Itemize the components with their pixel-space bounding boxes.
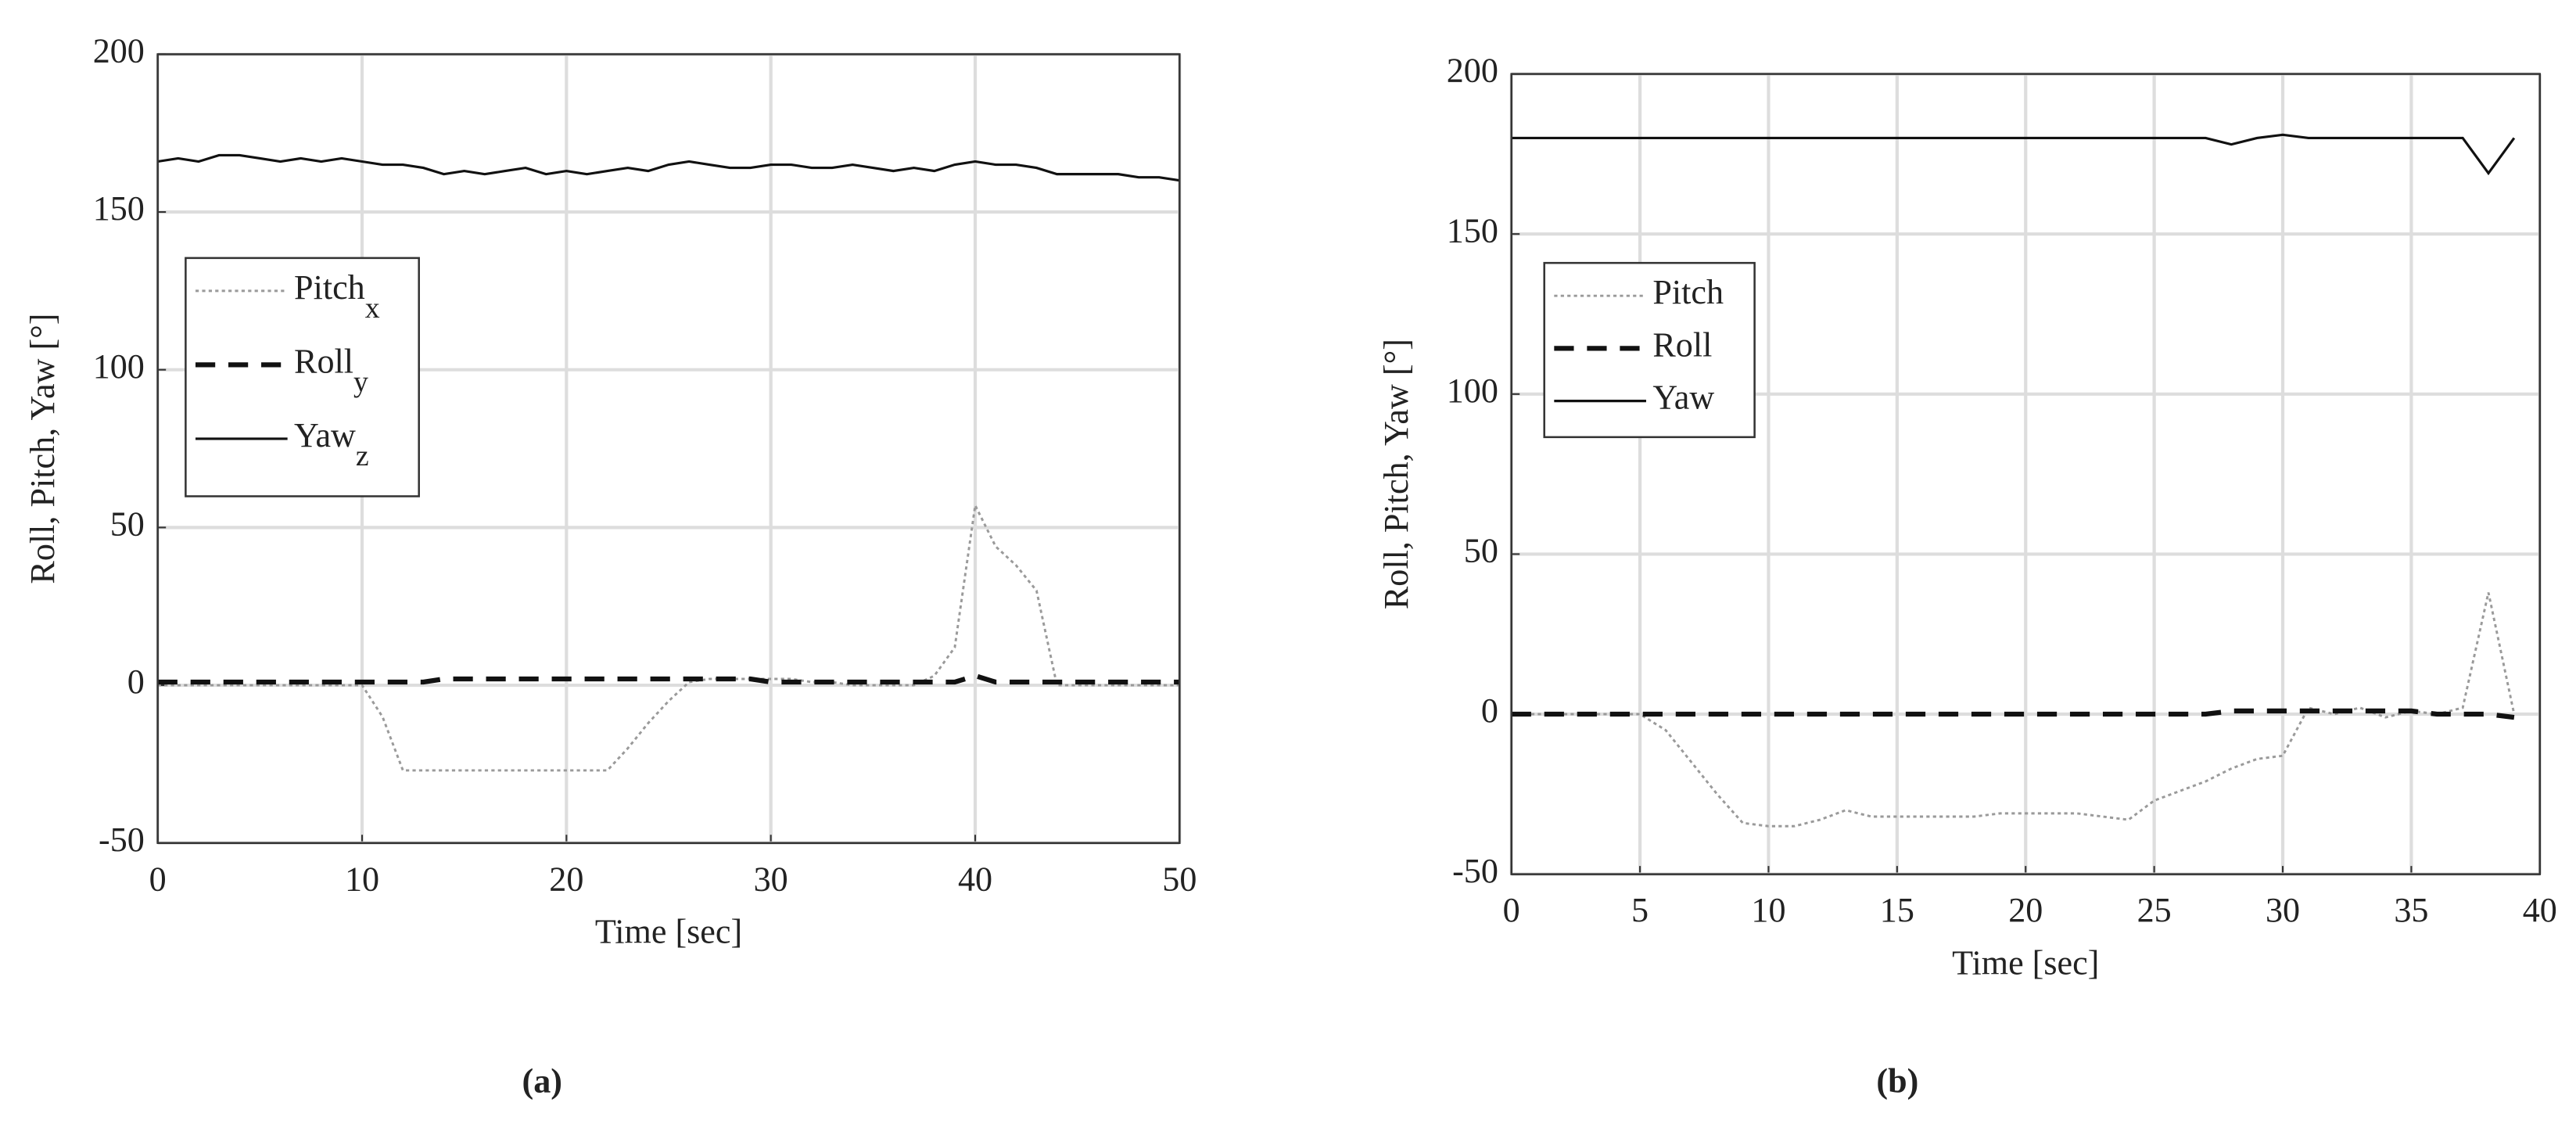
x-tick-label: 20 [549,860,583,898]
legend-label: Roll [1652,326,1712,364]
y-tick-label: 0 [127,663,145,701]
x-tick-label: 35 [2394,891,2428,929]
legend-label: Pitch [1652,273,1724,311]
y-tick-label: -50 [99,821,145,859]
x-tick-label: 20 [2008,891,2043,929]
x-axis-label: Time [sec] [595,912,742,950]
y-tick-label: 150 [1447,211,1498,250]
legend-name: Pitch [294,268,365,307]
legend-label: Yawz [294,416,369,472]
y-tick-label: 150 [93,189,145,228]
x-axis-label: Time [sec] [1952,943,2099,982]
x-tick-label: 10 [1751,891,1785,929]
legend-name: Yaw [1652,379,1714,417]
legend-subscript: x [365,292,380,325]
caption: (a) [522,1062,562,1101]
y-tick-label: 200 [1447,52,1498,90]
x-tick-label: 30 [2266,891,2300,929]
x-tick-label: 25 [2137,891,2172,929]
legend-subscript: z [356,440,369,472]
y-tick-label: 100 [93,347,145,386]
y-tick-label: 50 [1464,532,1498,570]
series-line [1511,592,2516,828]
x-tick-label: 30 [754,860,788,898]
x-tick-label: 40 [958,860,992,898]
caption: (b) [1876,1062,1918,1101]
series-line [157,673,1180,685]
x-tick-label: 40 [2523,891,2557,929]
plot-frame [1510,73,2542,875]
legend-box [185,257,420,497]
y-tick-label: 200 [93,31,145,70]
y-tick-label: 50 [110,505,145,544]
y-tick-label: 0 [1481,691,1498,730]
series-line [1511,133,2516,176]
legend-box [1543,261,1756,439]
legend-name: Roll [294,343,353,381]
x-tick-label: 5 [1631,891,1649,929]
x-tick-label: 0 [1503,891,1520,929]
legend-label: Yaw [1652,379,1714,417]
series-line [157,153,1180,182]
x-tick-label: 50 [1162,860,1197,898]
x-tick-label: 15 [1880,891,1914,929]
x-tick-label: 10 [345,860,379,898]
y-axis-label: Roll, Pitch, Yaw [°] [1377,339,1415,609]
plot-frame [156,53,1181,844]
y-tick-label: 100 [1447,372,1498,410]
x-tick-label: 0 [149,860,167,898]
series-line [1511,708,2515,720]
y-tick-label: -50 [1452,852,1498,890]
legend-label: Pitchx [294,268,380,325]
y-axis-label: Roll, Pitch, Yaw [°] [23,314,62,584]
legend-name: Roll [1652,326,1712,364]
legend-label: Rolly [294,343,368,399]
legend-subscript: y [353,365,368,398]
legend-name: Pitch [1652,273,1724,311]
legend-name: Yaw [294,416,356,454]
